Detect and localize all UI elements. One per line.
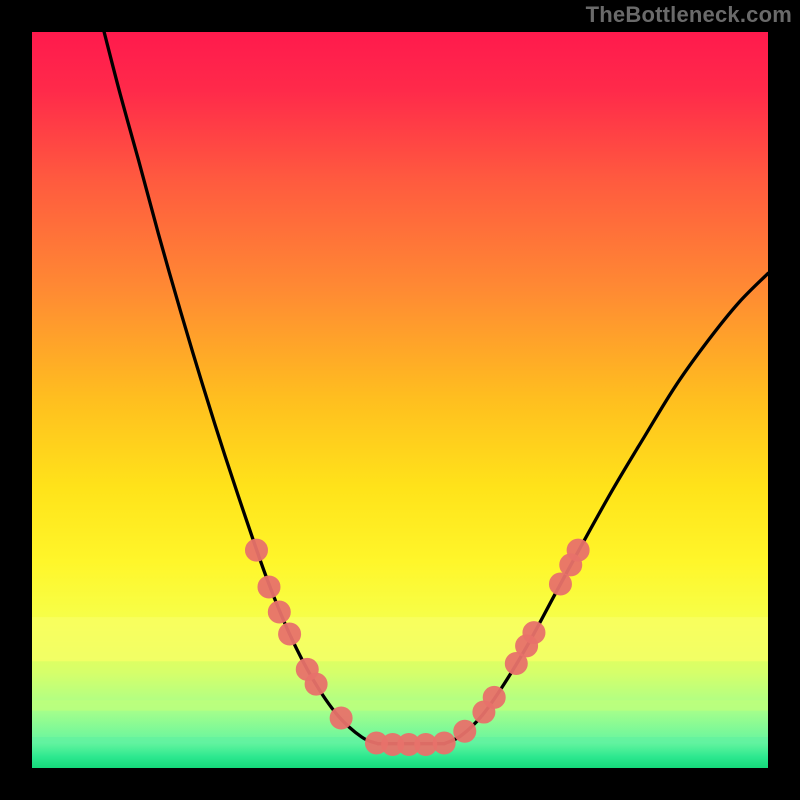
highlight-band (32, 700, 768, 710)
plot-area (32, 32, 768, 768)
data-marker (258, 576, 280, 598)
highlight-band (32, 617, 768, 661)
data-marker (549, 573, 571, 595)
chart-stage: TheBottleneck.com (0, 0, 800, 800)
data-marker (433, 732, 455, 754)
data-marker (279, 623, 301, 645)
chart-svg (32, 32, 768, 768)
watermark-label: TheBottleneck.com (586, 2, 792, 28)
data-marker (523, 622, 545, 644)
data-marker (454, 720, 476, 742)
data-marker (567, 539, 589, 561)
data-marker (330, 707, 352, 729)
data-marker (305, 673, 327, 695)
data-marker (245, 539, 267, 561)
curve-right-branch (444, 273, 768, 743)
data-marker (268, 601, 290, 623)
data-marker (483, 686, 505, 708)
